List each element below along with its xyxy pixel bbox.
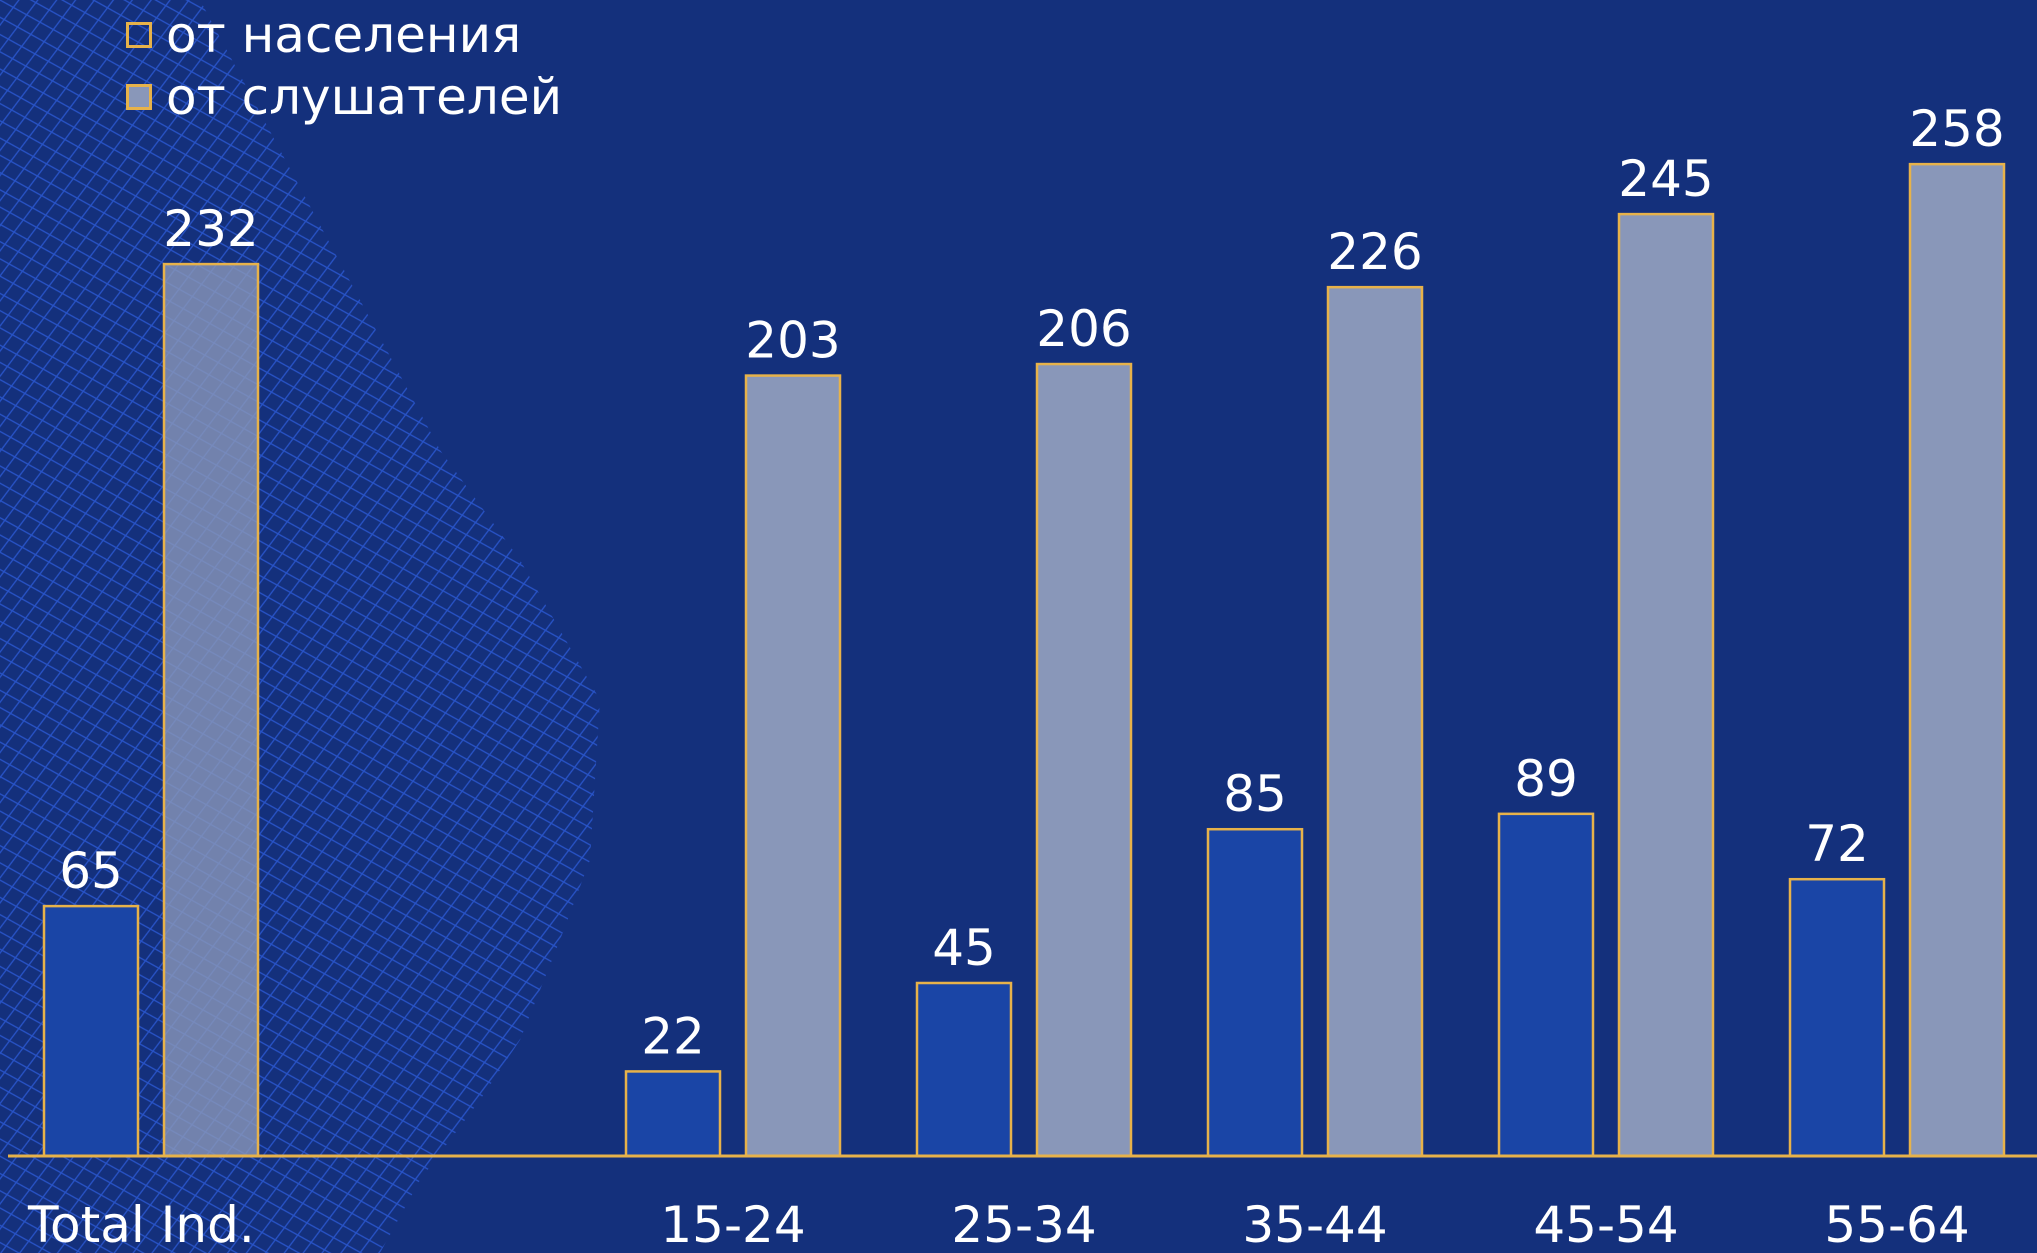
x-tick-label-5: 55-64 <box>1824 1196 1969 1253</box>
bar-listeners-4 <box>1619 214 1713 1156</box>
x-tick-label-4: 45-54 <box>1533 1196 1678 1253</box>
bar-listeners-2 <box>1037 364 1131 1156</box>
bar-population-3 <box>1208 829 1302 1156</box>
data-label-population-3: 85 <box>1223 765 1287 823</box>
data-label-listeners-2: 206 <box>1036 300 1131 358</box>
data-label-population-2: 45 <box>932 919 996 977</box>
data-label-population-4: 89 <box>1514 750 1578 808</box>
x-tick-label-2: 25-34 <box>951 1196 1096 1253</box>
data-label-population-5: 72 <box>1805 815 1869 873</box>
legend-item-population: от населения <box>126 4 562 66</box>
data-label-population-0: 65 <box>59 842 123 900</box>
legend-swatch-listeners <box>126 84 152 110</box>
bar-population-5 <box>1790 879 1884 1156</box>
bar-population-2 <box>917 983 1011 1156</box>
data-label-listeners-0: 232 <box>163 200 258 258</box>
bar-listeners-5 <box>1910 164 2004 1156</box>
bar-population-4 <box>1499 814 1593 1156</box>
bar-population-1 <box>626 1071 720 1156</box>
legend-item-listeners: от слушателей <box>126 66 562 128</box>
bar-population-0 <box>44 906 138 1156</box>
bar-listeners-1 <box>746 376 840 1156</box>
legend-label-population: от населения <box>166 5 521 65</box>
bar-listeners-0 <box>164 264 258 1156</box>
data-label-population-1: 22 <box>641 1007 705 1065</box>
data-label-listeners-4: 245 <box>1618 150 1713 208</box>
legend-label-listeners: от слушателей <box>166 67 562 127</box>
legend: от населения от слушателей <box>126 4 562 128</box>
data-label-listeners-5: 258 <box>1909 100 2004 158</box>
x-tick-label-3: 35-44 <box>1242 1196 1387 1253</box>
bar-listeners-3 <box>1328 287 1422 1156</box>
data-label-listeners-3: 226 <box>1327 223 1422 281</box>
legend-swatch-population <box>126 22 152 48</box>
x-tick-label-1: 15-24 <box>660 1196 805 1253</box>
x-tick-label-0: Total Ind. <box>27 1196 255 1253</box>
data-label-listeners-1: 203 <box>745 312 840 370</box>
